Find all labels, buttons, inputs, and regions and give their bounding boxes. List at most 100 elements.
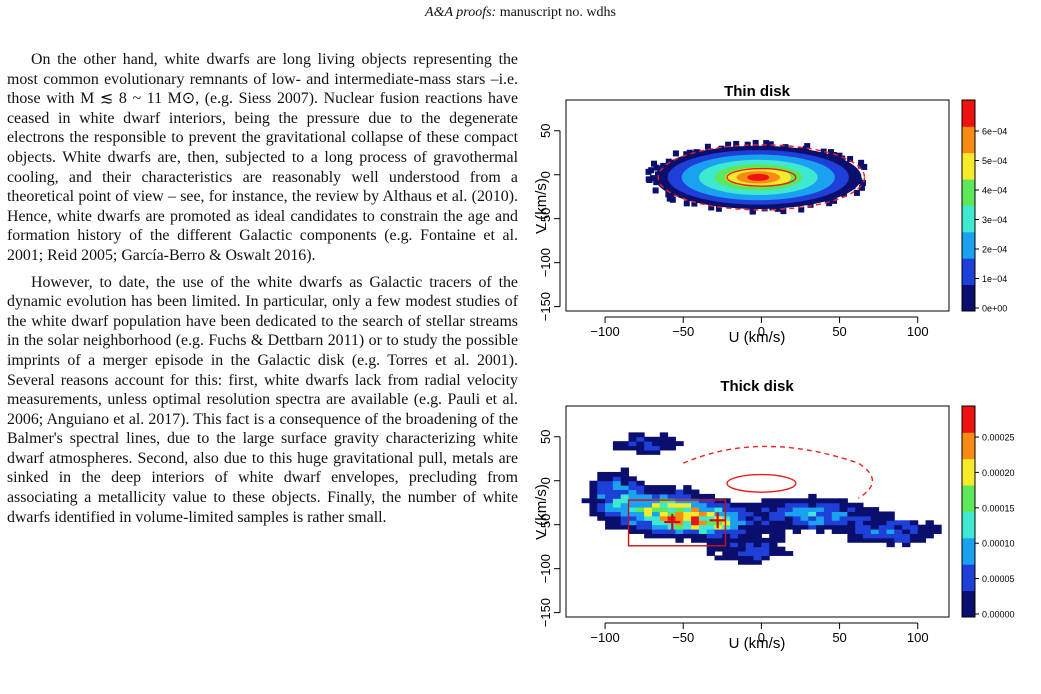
density-cell <box>620 471 630 477</box>
density-cell <box>644 529 653 534</box>
x-tick-label: 100 <box>907 324 929 339</box>
density-cell <box>628 480 637 486</box>
density-cell <box>620 441 630 447</box>
density-cell <box>894 533 903 539</box>
density-cell <box>839 515 848 521</box>
y-tick-label: 50 <box>538 124 553 138</box>
density-cell <box>651 520 661 526</box>
density-cell <box>753 551 762 556</box>
density-cell <box>667 441 676 447</box>
density-cell <box>750 208 757 215</box>
y-tick-label: −50 <box>538 208 553 230</box>
density-cell <box>855 533 864 539</box>
colorbar-tick-label: 3e−04 <box>982 215 1007 225</box>
density-cell <box>816 520 825 526</box>
density-cell <box>769 546 778 552</box>
density-cell <box>761 551 770 556</box>
density-cell <box>857 162 864 169</box>
thick-disk-heatmap <box>566 406 949 617</box>
density-cell <box>666 195 673 202</box>
density-cell <box>894 537 903 543</box>
colorbar-tick-label: 0e+00 <box>982 304 1007 314</box>
density-cell <box>675 502 684 508</box>
density-cell <box>792 507 801 512</box>
density-cell <box>808 502 817 508</box>
density-cell <box>730 502 739 508</box>
density-cell <box>667 436 676 442</box>
density-cell <box>800 507 809 512</box>
density-cell <box>636 515 645 521</box>
density-cell <box>780 145 787 152</box>
density-cell <box>691 524 700 530</box>
density-cell <box>659 515 669 521</box>
density-cell <box>777 529 786 534</box>
density-cell <box>620 476 630 482</box>
density-cell <box>761 502 770 508</box>
density-cell <box>589 498 598 504</box>
density-cell <box>753 555 762 561</box>
density-cell <box>620 480 630 486</box>
density-cell <box>863 529 872 534</box>
density-cell <box>777 551 786 556</box>
density-cell <box>589 502 598 508</box>
density-cell <box>659 485 669 491</box>
density-cell <box>589 485 598 491</box>
thick-disk-title: Thick disk <box>720 378 794 395</box>
colorbar-band <box>962 406 975 433</box>
density-cell <box>659 529 669 534</box>
density-cell <box>636 432 645 438</box>
density-cell <box>823 511 833 517</box>
density-cell <box>660 162 667 169</box>
density-cell <box>612 441 622 447</box>
density-cell <box>714 537 723 543</box>
density-cell <box>925 524 934 530</box>
density-cell <box>612 485 622 491</box>
journal-name: A&A proofs: <box>425 5 497 20</box>
density-cell <box>761 507 770 512</box>
density-cell <box>659 489 669 495</box>
density-cell <box>800 524 809 530</box>
density-cell <box>745 515 755 521</box>
density-cell <box>807 201 814 208</box>
density-cell <box>605 493 614 499</box>
density-cell <box>737 524 747 530</box>
density-cell <box>644 493 653 499</box>
density-cell <box>745 537 755 543</box>
density-cell <box>628 445 637 451</box>
density-cell <box>628 507 637 512</box>
density-cell <box>745 559 755 565</box>
density-cell <box>886 520 895 526</box>
density-cell <box>816 524 825 530</box>
density-cell <box>777 520 786 526</box>
x-tick-label: 100 <box>907 630 929 645</box>
density-cell <box>628 520 637 526</box>
density-cell <box>722 546 731 552</box>
colorbar-tick-label: 2e−04 <box>982 245 1007 255</box>
density-cell <box>628 485 637 491</box>
density-cell <box>730 555 739 561</box>
density-cell <box>730 507 739 512</box>
density-cell <box>636 507 645 512</box>
density-cell <box>761 542 770 548</box>
density-cell <box>737 520 747 526</box>
density-cell <box>644 524 653 530</box>
density-cell <box>651 507 661 512</box>
density-cell <box>675 493 684 499</box>
density-cell <box>628 502 637 508</box>
density-cell <box>722 551 731 556</box>
density-cell <box>886 533 895 539</box>
density-cell <box>800 502 809 508</box>
density-cell <box>878 537 887 543</box>
density-cell <box>752 139 759 146</box>
density-cell <box>840 190 847 197</box>
density-cell <box>659 445 669 451</box>
density-cell <box>831 195 838 202</box>
y-tick-label: 0 <box>538 477 553 484</box>
x-tick-label: 50 <box>832 324 846 339</box>
density-cell <box>847 511 856 517</box>
density-cell <box>909 537 919 543</box>
density-cell <box>769 529 778 534</box>
colorbar-tick-label: 0.00020 <box>982 468 1015 478</box>
density-cell <box>698 511 708 517</box>
density-cell <box>808 493 817 499</box>
